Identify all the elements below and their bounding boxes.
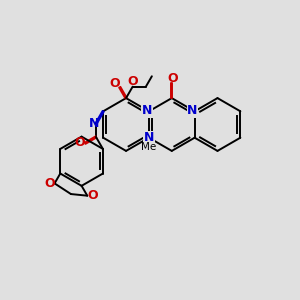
Text: N: N [144, 131, 154, 144]
Text: Me: Me [141, 142, 157, 152]
Text: O: O [109, 77, 120, 90]
Text: O: O [167, 71, 178, 85]
Text: O: O [74, 136, 85, 149]
Text: O: O [127, 75, 138, 88]
Text: O: O [44, 177, 55, 190]
Text: N: N [88, 117, 99, 130]
Text: O: O [87, 189, 98, 202]
Text: N: N [142, 104, 152, 117]
Text: N: N [187, 104, 198, 117]
